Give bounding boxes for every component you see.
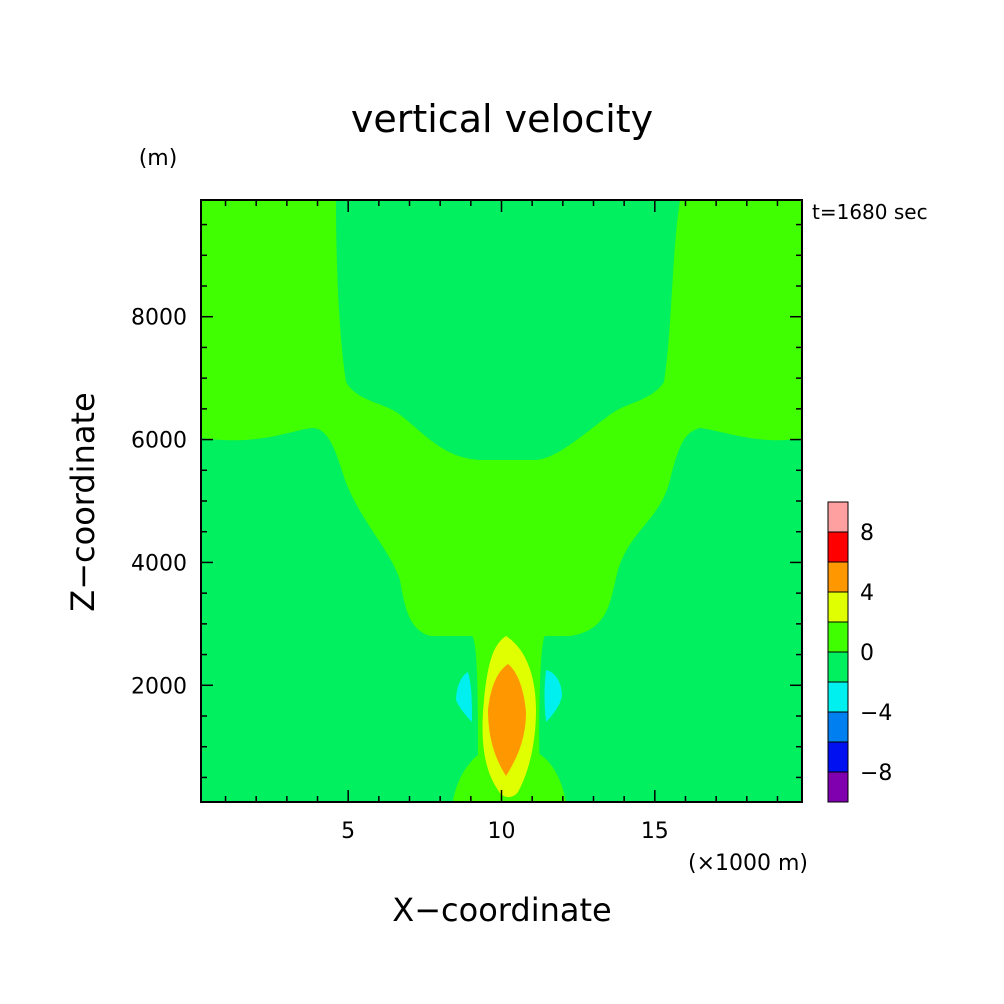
colorbar-swatch xyxy=(827,651,849,683)
colorbar: −8 −4 0 4 8 xyxy=(827,501,892,803)
contour-band-minus-4-to-minus-2-right xyxy=(544,670,562,722)
colorbar-swatch xyxy=(827,681,849,713)
colorbar-swatch xyxy=(827,771,849,803)
y-tick-label: 6000 xyxy=(131,429,187,454)
colorbar-swatch xyxy=(827,561,849,593)
x-tick-label: 5 xyxy=(341,819,355,844)
y-tick-label: 4000 xyxy=(131,551,187,576)
chart-title: vertical velocity xyxy=(351,97,653,141)
x-axis-label: X−coordinate xyxy=(392,891,611,929)
x-axis-unit: (×1000 m) xyxy=(688,851,808,876)
colorbar-swatch xyxy=(827,741,849,773)
colorbar-swatch xyxy=(827,711,849,743)
plot-frame xyxy=(200,199,803,803)
contour-band-minus-4-to-minus-2-left xyxy=(456,672,472,722)
colorbar-tick-label: −4 xyxy=(860,701,892,726)
y-axis-unit: (m) xyxy=(139,146,178,171)
colorbar-swatch xyxy=(827,501,849,533)
x-tick-labels: 5 10 15 xyxy=(341,819,669,844)
colorbar-tick-label: 8 xyxy=(860,521,874,546)
colorbar-tick-label: 0 xyxy=(860,641,874,666)
colorbar-swatch xyxy=(827,621,849,653)
colorbar-swatch xyxy=(827,531,849,563)
colorbar-swatch xyxy=(827,591,849,623)
time-label: t=1680 sec xyxy=(812,200,928,224)
x-tick-label: 10 xyxy=(488,819,516,844)
x-tick-label: 15 xyxy=(641,819,669,844)
y-axis-label: Z−coordinate xyxy=(64,392,102,611)
contour-band-4-to-6 xyxy=(488,664,526,776)
y-tick-labels: 2000 4000 6000 8000 xyxy=(131,306,187,700)
y-tick-label: 2000 xyxy=(131,674,187,699)
contour-band-0-to-2 xyxy=(201,200,802,800)
plot-area xyxy=(200,199,803,803)
y-tick-label: 8000 xyxy=(131,306,187,331)
colorbar-tick-label: −8 xyxy=(860,761,892,786)
colorbar-tick-label: 4 xyxy=(860,581,874,606)
